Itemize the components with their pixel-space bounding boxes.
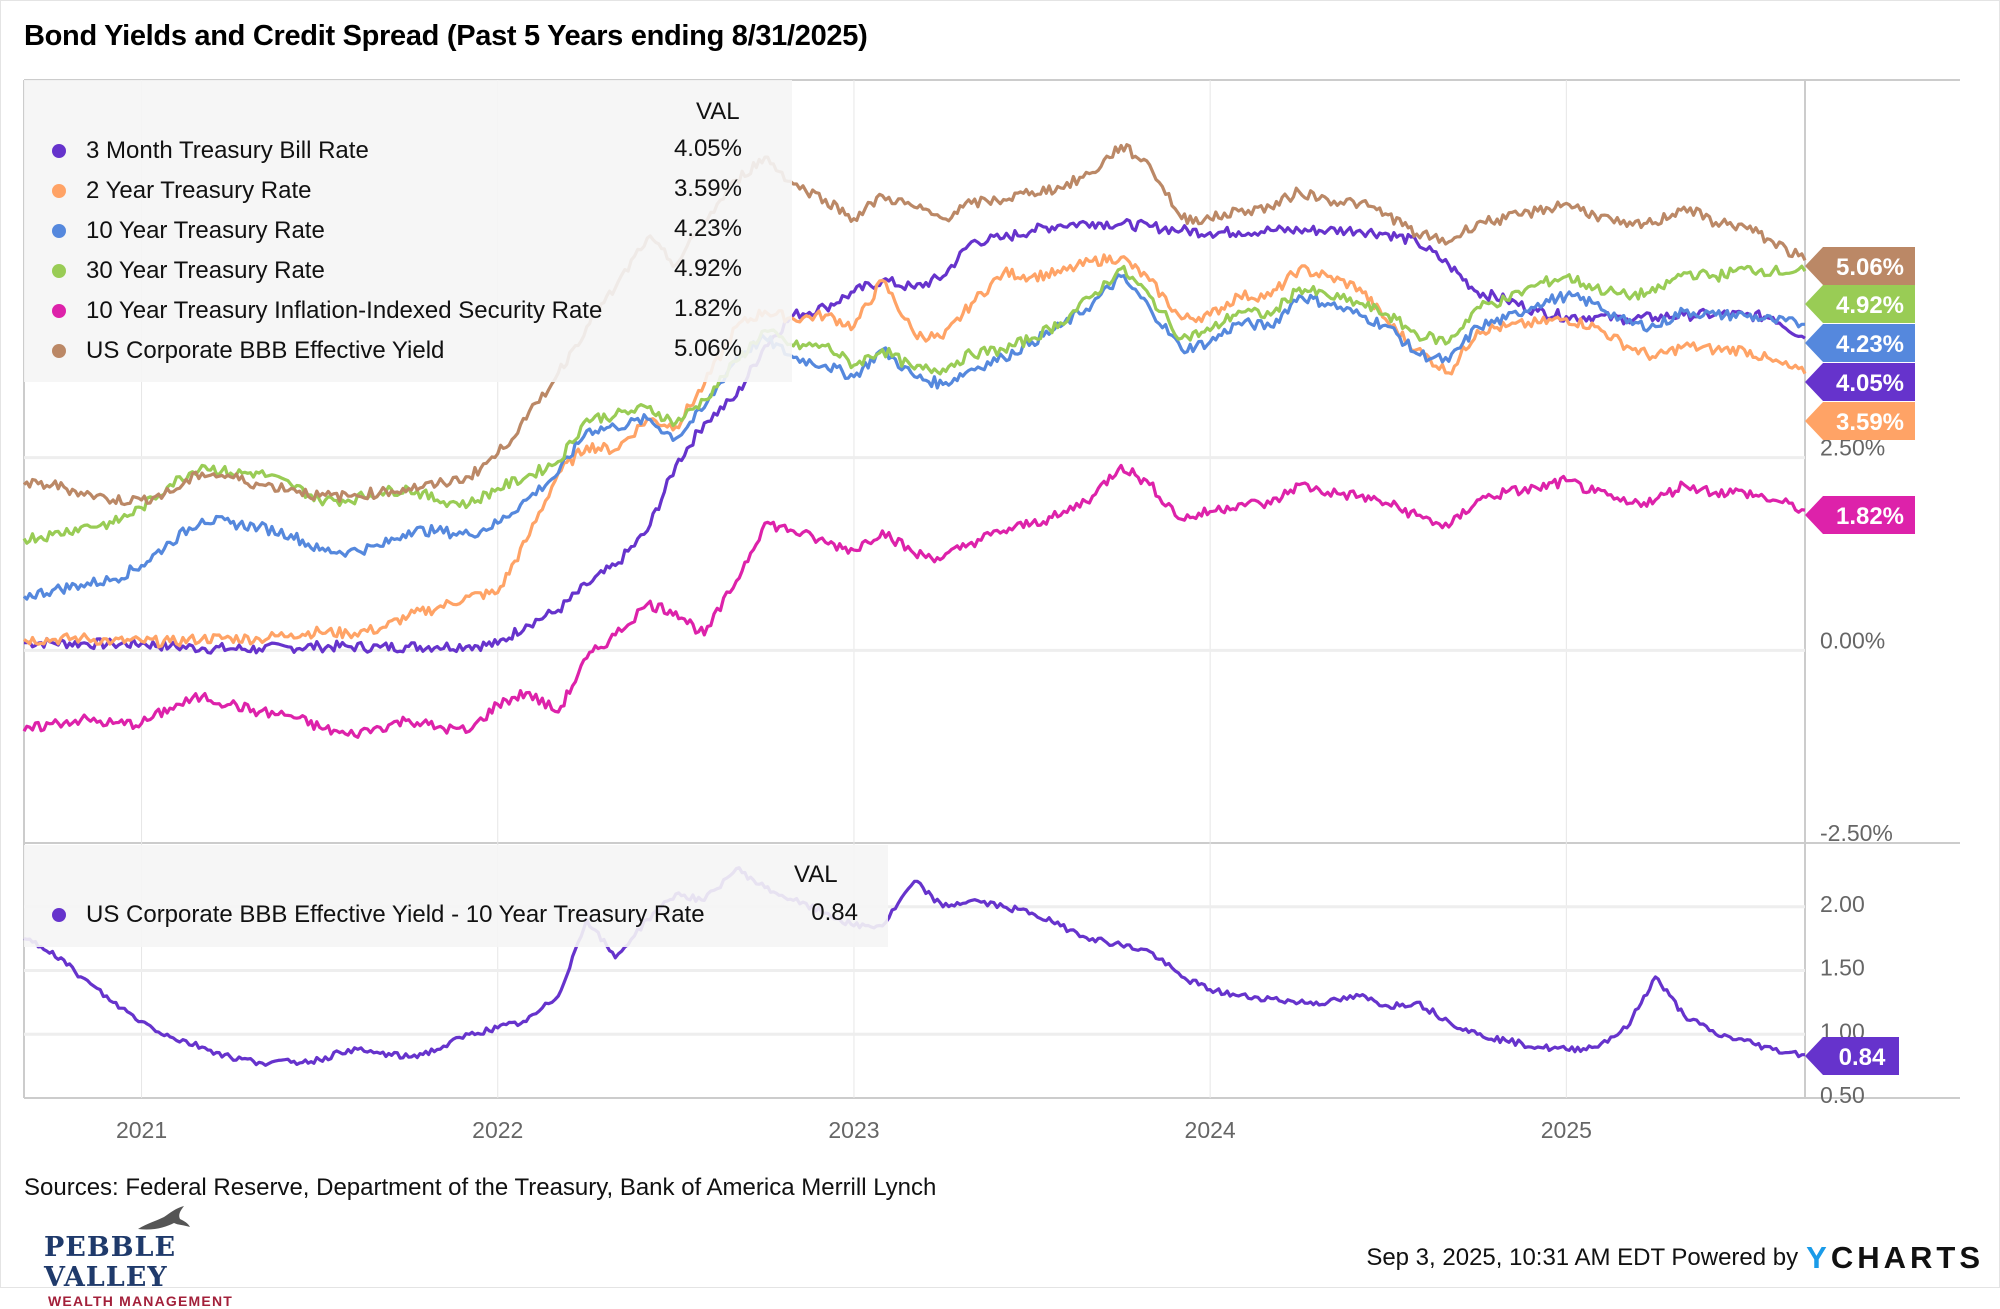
legend-dot-icon [52,304,66,318]
series-line [22,273,1805,601]
series-line [22,463,1806,739]
legend-value: 4.92% [673,255,742,282]
timestamp: Sep 3, 2025, 10:31 AM EDT Powered by [1366,1244,1799,1271]
end-value-tag-shape [1805,496,1915,534]
x-tick-label: 2024 [1185,1117,1236,1143]
legend-bottom: VAL US Corporate BBB Effective Yield - 1… [24,845,888,947]
legend-item[interactable]: US Corporate BBB Effective Yield [24,335,444,367]
brand-subtitle: WEALTH MANAGEMENT [48,1293,234,1309]
pebble-valley-logo: PEBBLE VALLEY WEALTH MANAGEMENT [44,1205,274,1309]
end-value-tag-label: 0.84 [1839,1044,1886,1071]
end-value-tag: 1.82% [1805,496,1915,534]
end-value-tag-label: 4.05% [1836,370,1904,397]
legend-dot-icon [52,908,66,922]
legend-item[interactable]: 30 Year Treasury Rate [24,255,325,287]
legend-label: 10 Year Treasury Inflation-Indexed Secur… [86,297,603,324]
legend-value: 4.23% [673,215,742,242]
legend-item[interactable]: 10 Year Treasury Inflation-Indexed Secur… [24,295,602,327]
legend-label: US Corporate BBB Effective Yield - 10 Ye… [86,901,705,928]
legend-label: 30 Year Treasury Rate [86,257,325,284]
y-tick-label: 0.00% [1820,627,1885,653]
legend-item[interactable]: 10 Year Treasury Rate [24,215,325,247]
end-value-tag: 3.59% [1805,402,1915,440]
end-value-tag: 4.23% [1805,324,1915,362]
legend-label: 10 Year Treasury Rate [86,217,325,244]
y-tick-label: -2.50% [1820,820,1893,846]
axis-layer: 2021 2022 2023 2024 20252.50%0.00%-2.50%2.00… [116,247,1915,1143]
end-value-tag-shape [1805,285,1915,323]
end-value-tag-label: 3.59% [1836,409,1904,436]
end-value-tag-shape [1805,1037,1899,1075]
brand-name: PEBBLE VALLEY [44,1232,177,1293]
legend-value: 0.84 [811,899,858,926]
series-line [22,264,1807,545]
chart-title: Bond Yields and Credit Spread (Past 5 Ye… [24,20,868,52]
legend-value: 5.06% [673,335,742,362]
legend-dot-icon [52,144,66,158]
end-value-tag-shape [1805,363,1915,401]
end-value-tag-label: 1.82% [1836,503,1904,530]
x-tick-label: 2025 [1541,1117,1592,1143]
end-value-tag: 0.84 [1805,1037,1899,1075]
legend-val-header: VAL [794,861,838,888]
legend-value: 4.05% [673,135,742,162]
legend-dot-icon [52,184,66,198]
x-tick-label: 2023 [828,1117,879,1143]
end-value-tag-shape [1805,402,1915,440]
x-tick-label: 2021 [116,1117,167,1143]
end-value-tag-label: 4.23% [1836,331,1904,358]
sources-note: Sources: Federal Reserve, Department of … [24,1174,937,1201]
y-tick-label: 0.50 [1820,1082,1865,1108]
legend-item[interactable]: 2 Year Treasury Rate [24,175,311,207]
series-line [23,866,1805,1067]
legend-top: VAL 3 Month Treasury Bill Rate 4.05% 2 Y… [24,80,792,382]
end-value-tag: 4.92% [1805,285,1915,323]
end-value-tag: 5.06% [1805,247,1915,285]
legend-label: 2 Year Treasury Rate [86,177,312,204]
end-value-tag-shape [1805,247,1915,285]
end-value-tag-label: 5.06% [1836,254,1904,281]
legend-item[interactable]: 3 Month Treasury Bill Rate [24,135,369,167]
legend-val-header: VAL [696,98,740,125]
end-value-tag: 4.05% [1805,363,1915,401]
end-value-tag-label: 4.92% [1836,292,1904,319]
ycharts-logo[interactable]: YCHARTS [1806,1240,1984,1275]
x-tick-label: 2022 [472,1117,523,1143]
series-layer [22,143,1807,1067]
legend-value: 3.59% [673,175,742,202]
y-tick-label: 2.00 [1820,891,1865,917]
series-line [23,253,1807,649]
end-value-tag-shape [1805,324,1915,362]
legend-value: 1.82% [673,295,742,322]
legend-dot-icon [52,224,66,238]
eagle-icon [138,1206,190,1230]
series-line [22,143,1807,507]
legend-dot-icon [52,264,66,278]
timestamp-footer: Sep 3, 2025, 10:31 AM EDT Powered by YCH… [1366,1240,1984,1276]
y-tick-label: 1.50 [1820,955,1865,981]
legend-label: 3 Month Treasury Bill Rate [86,137,369,164]
legend-label: US Corporate BBB Effective Yield [86,337,445,364]
legend-dot-icon [52,344,66,358]
legend-item[interactable]: US Corporate BBB Effective Yield - 10 Ye… [24,899,705,931]
